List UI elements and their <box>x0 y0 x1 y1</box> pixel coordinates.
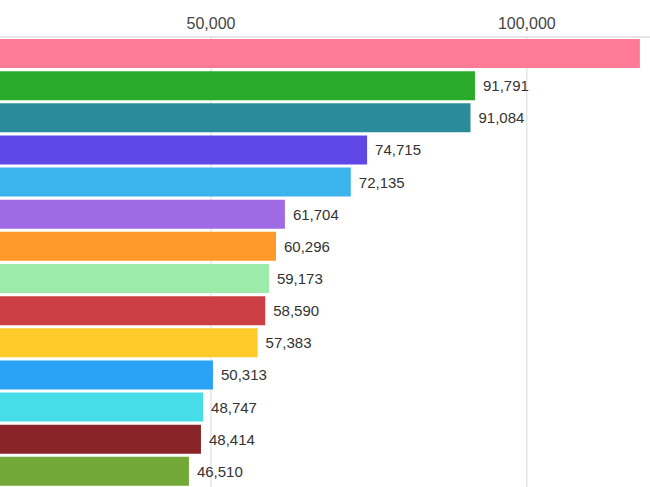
svg-text:48,747: 48,747 <box>211 399 257 416</box>
svg-text:59,173: 59,173 <box>277 270 323 287</box>
svg-text:58,590: 58,590 <box>273 302 319 319</box>
svg-text:60,296: 60,296 <box>284 238 330 255</box>
svg-text:50,313: 50,313 <box>221 366 267 383</box>
svg-text:50,000: 50,000 <box>187 15 236 32</box>
svg-text:100,000: 100,000 <box>498 15 556 32</box>
svg-text:61,704: 61,704 <box>293 206 339 223</box>
svg-text:46,510: 46,510 <box>197 463 243 480</box>
svg-text:57,383: 57,383 <box>266 334 312 351</box>
svg-text:48,414: 48,414 <box>209 431 255 448</box>
svg-text:91,791: 91,791 <box>483 77 529 94</box>
svg-text:72,135: 72,135 <box>359 174 405 191</box>
svg-text:91,084: 91,084 <box>479 109 525 126</box>
svg-text:74,715: 74,715 <box>375 141 421 158</box>
